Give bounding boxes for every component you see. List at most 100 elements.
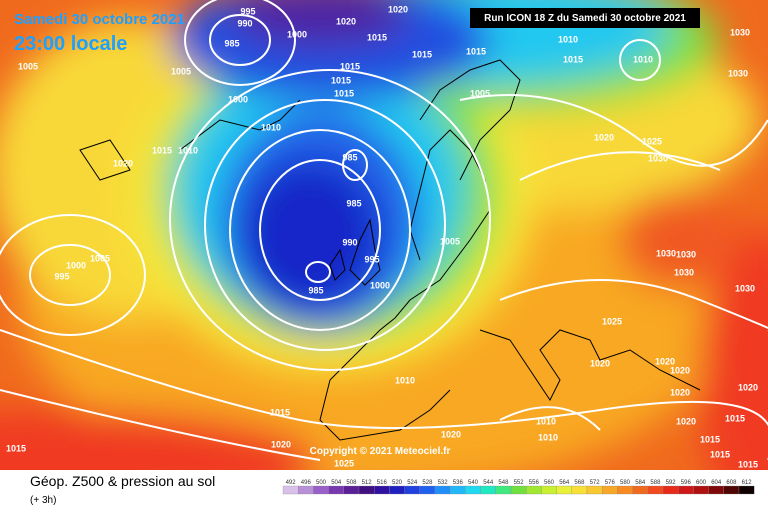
isobar-label: 1030 <box>735 283 755 293</box>
isobar-label: 1000 <box>66 260 86 270</box>
scale-label: 600 <box>696 480 707 486</box>
coastlines <box>79 59 701 441</box>
isobar-label: 1015 <box>466 46 486 56</box>
scale-swatch <box>389 485 405 495</box>
isobar-label: 1005 <box>440 236 460 246</box>
isobar-label: 1015 <box>412 49 432 59</box>
scale-swatch <box>693 485 709 495</box>
scale-label: 548 <box>498 480 509 486</box>
isobar-label: 1020 <box>590 358 610 368</box>
isobar-label: 1015 <box>738 459 758 469</box>
isobar-label: 990 <box>342 237 357 247</box>
isobar-label: 1015 <box>6 443 26 453</box>
isobar-label: 1015 <box>367 32 387 42</box>
run-label: Run ICON 18 Z du Samedi 30 octobre 2021 <box>484 13 686 24</box>
scale-swatch <box>556 485 572 495</box>
scale-swatch <box>282 485 299 495</box>
isobar-label: 1015 <box>340 61 360 71</box>
isobar-label: 1015 <box>152 145 172 155</box>
scale-swatch <box>723 485 740 495</box>
isobar-label: 1020 <box>676 416 696 426</box>
scale-swatch <box>495 485 512 495</box>
scale-swatch <box>632 485 648 495</box>
scale-label: 612 <box>742 480 753 486</box>
scale-label: 552 <box>514 480 525 486</box>
isobar-label: 1025 <box>602 316 622 326</box>
run-box <box>470 8 700 28</box>
isobar-label: 1020 <box>655 356 675 366</box>
isobar-label: 1030 <box>728 68 748 78</box>
scale-label: 496 <box>301 480 312 486</box>
isobar-label: 1020 <box>594 132 614 142</box>
scale-label: 608 <box>726 480 737 486</box>
scale-swatch <box>313 485 329 495</box>
scale-swatch <box>480 485 496 495</box>
scale-label: 512 <box>362 480 373 486</box>
scale-swatch <box>617 485 633 495</box>
isobar-label: 1005 <box>18 61 38 71</box>
isobar-label: 1030 <box>648 153 668 163</box>
scale-label: 572 <box>590 480 601 486</box>
isobar-label: 1000 <box>287 29 307 39</box>
isobar-label: 1000 <box>370 280 390 290</box>
scale-swatch <box>328 485 344 495</box>
scale-swatch <box>662 485 679 495</box>
isobar-label: 1020 <box>670 387 690 397</box>
scale-swatch <box>450 485 466 495</box>
isobar-label: 1015 <box>700 434 720 444</box>
scale-label: 592 <box>666 480 677 486</box>
isobar-label: 1020 <box>113 158 133 168</box>
scale-swatch <box>434 485 451 495</box>
scale-swatch <box>298 485 314 495</box>
scale-label: 568 <box>574 480 585 486</box>
isobar-label: 990 <box>237 18 252 28</box>
scale-label: 508 <box>346 480 357 486</box>
copyright: Copyright © 2021 Meteociel.fr <box>310 446 451 457</box>
date-title: Samedi 30 octobre 2021 <box>14 11 185 28</box>
isobar-label: 1020 <box>738 382 758 392</box>
scale-label: 604 <box>711 480 722 486</box>
isobar-label: 1010 <box>538 432 558 442</box>
scale-label: 564 <box>559 480 570 486</box>
isobar-label: 1020 <box>271 439 291 449</box>
scale-swatch <box>602 485 618 495</box>
isobar-label: 1005 <box>171 66 191 76</box>
scale-label: 580 <box>620 480 631 486</box>
scale-label: 504 <box>331 480 342 486</box>
isobar-label: 1025 <box>642 136 662 146</box>
isobar-label: 995 <box>364 254 379 264</box>
scale-swatch <box>526 485 542 495</box>
isobar-label: 1030 <box>656 248 676 258</box>
isobar-labels: 985 990 995 1000 1020 1015 1020 1005 1005 1000 101… <box>6 4 758 469</box>
scale-label: 544 <box>483 480 494 486</box>
color-scale: 492 496 500 504 508 512 516 520 524 528 532 536 540 5… <box>282 480 755 495</box>
scale-swatch <box>358 485 375 495</box>
isobar-label: 1020 <box>441 429 461 439</box>
scale-label: 540 <box>468 480 479 486</box>
isobar-label: 1020 <box>388 4 408 14</box>
isobar-label: 985 <box>346 198 361 208</box>
isobar-label: 1000 <box>228 94 248 104</box>
isobar-label: 1010 <box>178 145 198 155</box>
isobar-label: 1030 <box>674 267 694 277</box>
scale-swatch <box>678 485 694 495</box>
scale-label: 500 <box>316 480 327 486</box>
isobar-label: 1010 <box>536 416 556 426</box>
isobar-label: 1005 <box>90 253 110 263</box>
isobar-label: 995 <box>240 6 255 16</box>
scale-label: 560 <box>544 480 555 486</box>
scale-label: 588 <box>650 480 661 486</box>
scale-label: 528 <box>422 480 433 486</box>
scale-label: 520 <box>392 480 403 486</box>
scale-label: 596 <box>681 480 692 486</box>
scale-swatch <box>541 485 557 495</box>
scale-swatch <box>586 485 603 495</box>
isobar-label: 1025 <box>334 458 354 468</box>
scale-swatch <box>571 485 588 495</box>
scale-label: 516 <box>377 480 388 486</box>
scale-label: 492 <box>286 480 297 486</box>
isobar-label: 1015 <box>334 88 354 98</box>
isobar-label: 985 <box>224 38 239 48</box>
